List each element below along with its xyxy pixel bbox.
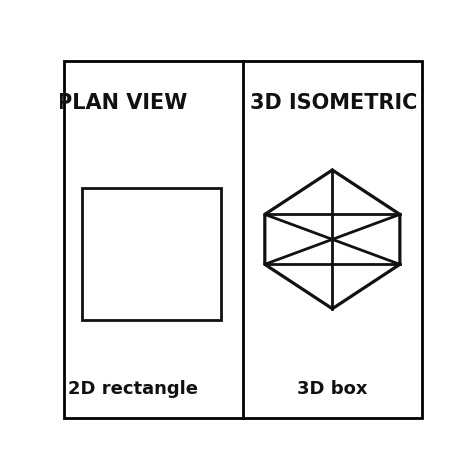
Text: 3D box: 3D box xyxy=(297,380,368,398)
Text: 2D rectangle: 2D rectangle xyxy=(68,380,199,398)
Text: 3D ISOMETRIC: 3D ISOMETRIC xyxy=(250,92,418,112)
Bar xyxy=(82,188,221,319)
Text: PLAN VIEW: PLAN VIEW xyxy=(57,92,187,112)
